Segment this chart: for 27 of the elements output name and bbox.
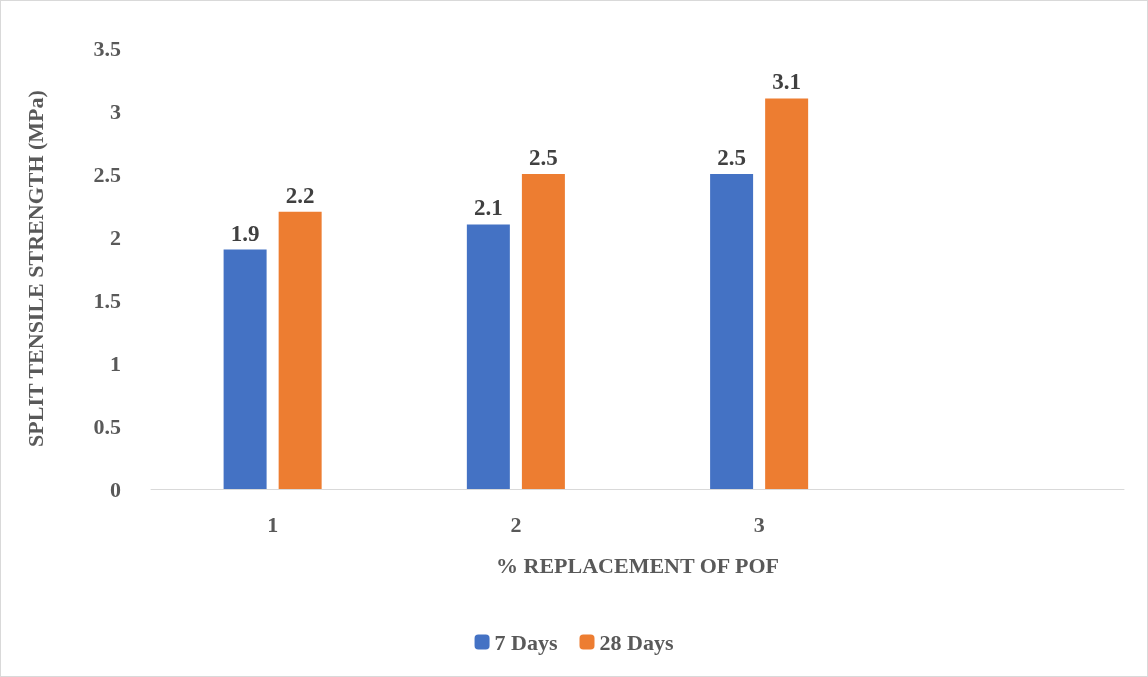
legend-label: 7 Days (494, 629, 558, 655)
x-tick-label: 3 (753, 511, 765, 537)
y-tick-label: 0.5 (93, 413, 121, 439)
bar (710, 174, 754, 489)
x-tick-label: 1 (267, 511, 279, 537)
y-tick-label: 0 (110, 476, 121, 502)
bar (223, 249, 267, 489)
data-label: 2.5 (529, 145, 558, 170)
y-tick-label: 2.5 (93, 161, 121, 187)
data-label: 1.9 (230, 220, 260, 246)
y-tick-label: 1 (110, 350, 121, 376)
bar (278, 211, 322, 489)
bar (765, 98, 809, 489)
legend-label: 28 Days (599, 629, 674, 655)
data-label: 2.2 (285, 182, 315, 208)
bar (466, 224, 510, 489)
data-label: 2.5 (717, 145, 746, 170)
x-tick-label: 2 (510, 511, 522, 537)
data-label: 3.1 (772, 69, 802, 95)
y-tick-label: 1.5 (93, 287, 121, 313)
x-axis-title: % REPLACEMENT OF POF (496, 552, 779, 578)
bar (521, 174, 565, 489)
data-label: 2.1 (473, 195, 503, 221)
y-tick-label: 3 (110, 98, 121, 124)
y-axis-title: SPLIT TENSILE STRENGTH (MPa) (22, 90, 48, 447)
y-tick-label: 3.5 (93, 35, 121, 61)
y-tick-label: 2 (110, 224, 121, 250)
